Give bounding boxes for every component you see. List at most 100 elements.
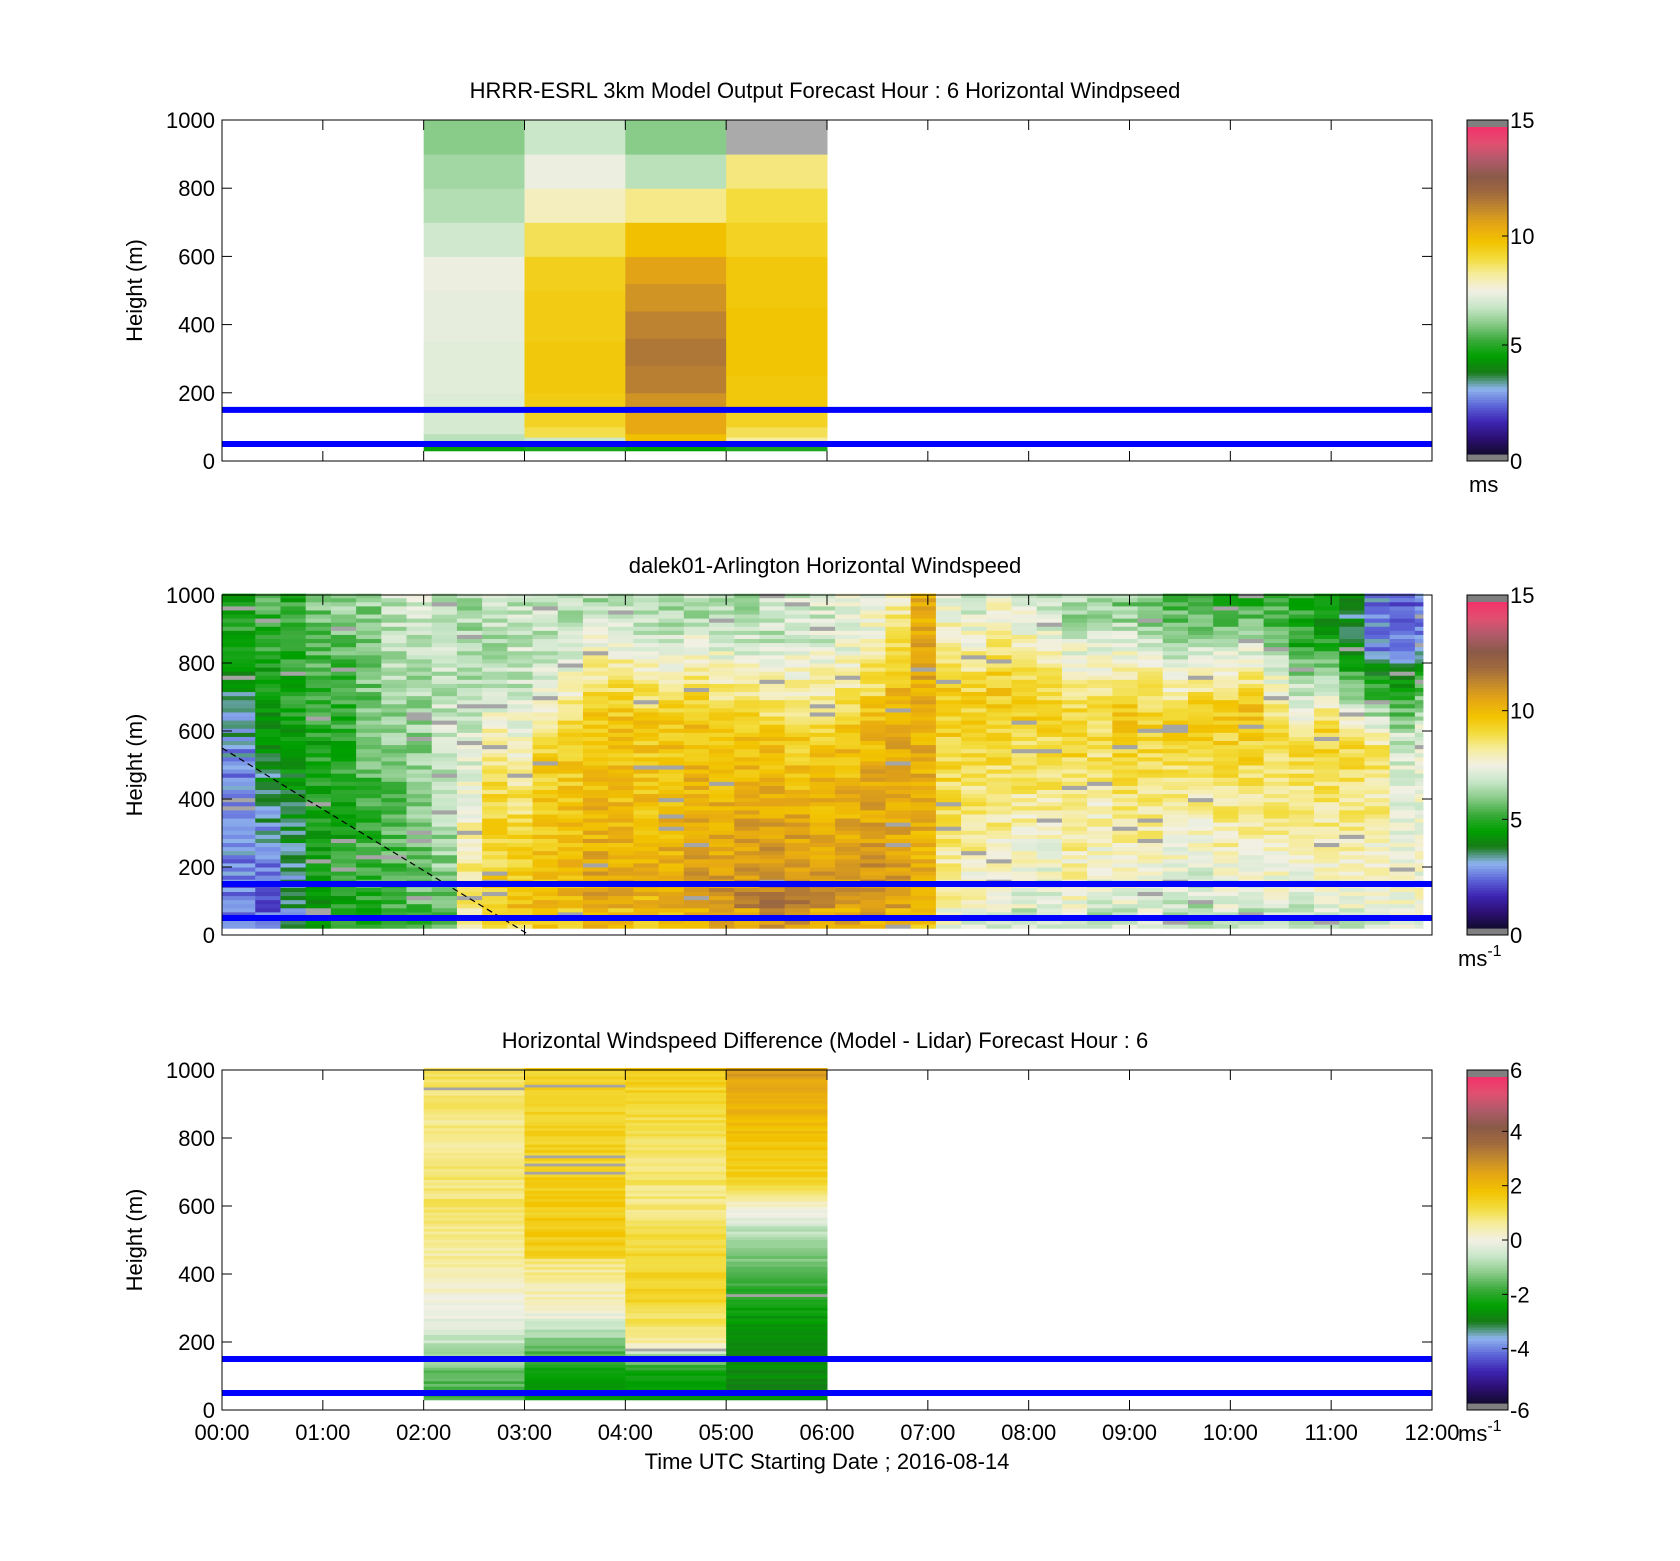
heatmap-cell [1364, 773, 1391, 778]
heatmap-cell [709, 862, 735, 868]
heatmap-cell [482, 597, 508, 603]
heatmap-cell-c1-r8 [524, 222, 626, 257]
heatmap-cell [1137, 773, 1164, 778]
heatmap-cell [835, 842, 861, 848]
heatmap-cell [356, 801, 382, 807]
heatmap-cell [1011, 638, 1038, 644]
heatmap-cell [1036, 634, 1063, 640]
heatmap-cell [423, 1345, 525, 1349]
heatmap-cell [255, 920, 281, 925]
heatmap-cell [1263, 899, 1290, 905]
heatmap-cell [431, 793, 458, 799]
heatmap-cell [1213, 809, 1239, 815]
heatmap-cell [1339, 744, 1365, 750]
heatmap-cell [507, 773, 534, 778]
heatmap-cell [809, 638, 836, 644]
heatmap-cell [608, 638, 634, 644]
heatmap-cell [356, 679, 382, 684]
heatmap-cell [935, 724, 962, 729]
heatmap-cell [709, 871, 735, 876]
y-tick-label: 0 [203, 449, 215, 474]
colorbar-swatch [1467, 146, 1508, 150]
heatmap-cell [1263, 769, 1290, 774]
heatmap-cell [532, 756, 559, 762]
heatmap-cell [524, 1184, 626, 1189]
heatmap-cell [1263, 716, 1290, 721]
heatmap-cell [507, 699, 534, 705]
heatmap-cell [305, 736, 332, 742]
heatmap-cell [625, 1310, 727, 1314]
heatmap-cell [683, 756, 710, 762]
heatmap-cell [524, 1288, 626, 1292]
heatmap-cell [658, 609, 685, 615]
heatmap-cell [885, 809, 912, 815]
heatmap-cell [423, 1206, 525, 1210]
heatmap-cell [1087, 924, 1113, 929]
heatmap-cell [709, 842, 735, 848]
heatmap-cell [1238, 654, 1265, 660]
heatmap-cell [1364, 728, 1391, 733]
heatmap-cell [305, 724, 332, 729]
heatmap-cell [1087, 760, 1113, 766]
heatmap-cell [1162, 785, 1189, 790]
colorbar-swatch [1467, 623, 1508, 628]
heatmap-cell [557, 716, 584, 721]
x-tick-label: 09:00 [1102, 1420, 1157, 1445]
heatmap-cell [759, 752, 786, 758]
heatmap-cell [1011, 920, 1038, 925]
heatmap-cell [524, 1122, 626, 1126]
heatmap-cell [431, 658, 458, 664]
heatmap-cell [305, 634, 332, 640]
heatmap-cell [1339, 650, 1365, 656]
heatmap-cell [633, 728, 660, 733]
heatmap-cell [1263, 875, 1290, 880]
heatmap-cell [1162, 618, 1189, 623]
heatmap-cell [1213, 891, 1239, 897]
heatmap-cell [759, 858, 786, 864]
heatmap-cell [809, 752, 836, 758]
heatmap-cell [557, 871, 584, 876]
heatmap-cell [726, 1089, 828, 1093]
colorbar-swatch [1467, 694, 1508, 698]
heatmap-cell [356, 773, 382, 778]
heatmap-cell [1414, 609, 1424, 615]
heatmap-cell [381, 699, 408, 705]
heatmap-cell [1314, 732, 1340, 737]
heatmap-cell [1061, 838, 1088, 844]
heatmap-cell [1238, 907, 1265, 913]
heatmap-cell [406, 875, 433, 880]
heatmap-cell [406, 826, 433, 831]
heatmap-cell [431, 605, 458, 611]
heatmap-cell [683, 769, 710, 774]
colorbar-swatch [1467, 238, 1508, 243]
heatmap-cell [683, 748, 710, 754]
heatmap-cell [759, 907, 786, 913]
heatmap-cell [1364, 875, 1391, 880]
heatmap-cell [582, 732, 609, 737]
heatmap-cell [557, 920, 584, 925]
heatmap-cell [330, 622, 357, 627]
heatmap-cell [625, 1203, 727, 1208]
heatmap-cell [1137, 867, 1164, 872]
heatmap-cell [431, 679, 458, 684]
colorbar-swatch [1467, 827, 1508, 831]
heatmap-cell [1414, 826, 1424, 831]
heatmap-cell [608, 593, 634, 599]
heatmap-cell [961, 813, 987, 819]
heatmap-cell [456, 626, 483, 631]
heatmap-cell [961, 781, 987, 786]
heatmap-cell [1238, 846, 1265, 852]
heatmap-cell [1213, 920, 1239, 925]
heatmap-cell-c0-r4 [423, 341, 525, 394]
heatmap-cell [1137, 769, 1164, 774]
heatmap-cell [1364, 781, 1391, 786]
heatmap-cell [423, 1239, 525, 1243]
heatmap-cell [330, 703, 357, 709]
heatmap-cell [910, 813, 937, 819]
heatmap-cell [608, 703, 634, 709]
colorbar-swatch [1467, 233, 1508, 237]
heatmap-cell [1389, 789, 1416, 795]
heatmap-cell [482, 605, 508, 611]
heatmap-cell [507, 871, 534, 876]
heatmap-cell [456, 597, 483, 603]
